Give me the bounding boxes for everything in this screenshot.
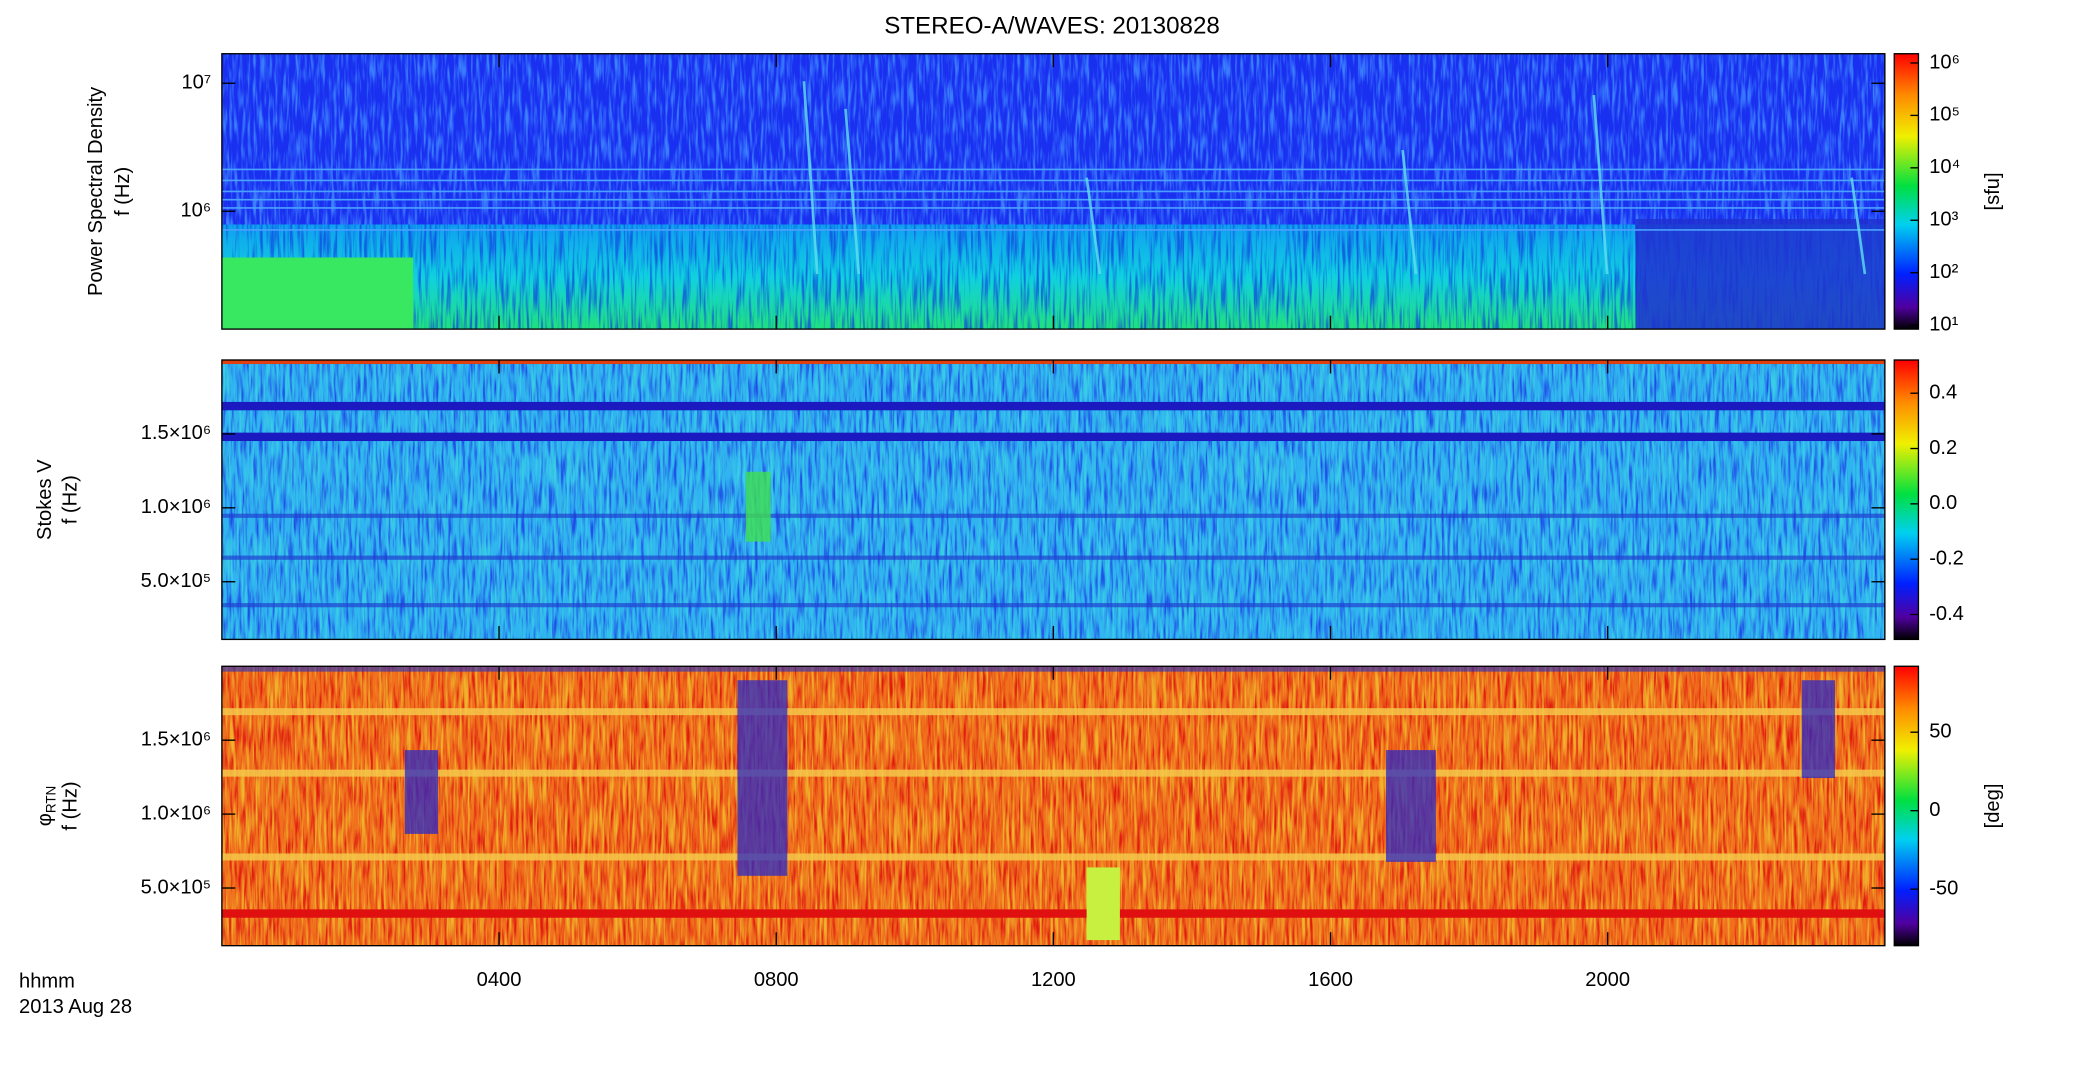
burst xyxy=(844,108,861,275)
spectrogram-noise xyxy=(221,224,1885,330)
y-tick-label: 10⁶ xyxy=(180,200,211,222)
burst xyxy=(1592,94,1609,275)
y-axis-label-text: φ xyxy=(34,813,56,826)
spectrogram-patch xyxy=(1086,867,1120,941)
colorbar-tick-label: 10⁶ xyxy=(1929,51,1960,73)
colorbar-tick-label: 10² xyxy=(1929,261,1958,283)
y-axis-label: Stokes V xyxy=(34,459,56,540)
colorbar-tick-label: 0 xyxy=(1929,799,1940,821)
y-tick-label: 5.0×10⁵ xyxy=(141,570,211,592)
colorbar-tick-label: -0.4 xyxy=(1929,603,1964,625)
y-axis-label: f (Hz) xyxy=(60,475,82,524)
colorbar-tick-label: -50 xyxy=(1929,877,1958,899)
colorbar-tick-label: 10⁵ xyxy=(1929,104,1960,126)
x-tick-label: 1200 xyxy=(1031,969,1076,991)
y-tick-label: 1.5×10⁶ xyxy=(141,728,211,750)
spectrogram-patch xyxy=(737,680,788,876)
burst xyxy=(1850,177,1867,275)
y-axis-label-text: Power Spectral Density xyxy=(85,86,107,296)
colorbar-tick-label: 0.4 xyxy=(1929,382,1957,404)
spectrogram-band xyxy=(221,603,1885,608)
burst xyxy=(802,81,819,275)
y-tick-label: 10⁷ xyxy=(181,72,211,94)
colorbar-tick-label: -0.2 xyxy=(1929,547,1964,569)
spectrogram-patch xyxy=(1801,680,1835,779)
burst xyxy=(1085,177,1102,275)
y-tick-label: 1.5×10⁶ xyxy=(141,422,211,444)
colorbar xyxy=(1893,359,1920,641)
spectrogram-patch xyxy=(1385,750,1436,862)
y-axis-label-subscript: RTN xyxy=(43,786,58,813)
y-axis-label: φRTN xyxy=(34,786,58,826)
spectrogram-band xyxy=(221,555,1885,560)
y-axis-label: f (Hz) xyxy=(112,167,134,216)
y-axis-label: Power Spectral Density xyxy=(85,86,107,296)
colorbar xyxy=(1893,53,1920,330)
y-axis-label-text: f (Hz) xyxy=(60,781,82,830)
colorbar xyxy=(1893,665,1920,947)
colorbar-tick-label: 0.0 xyxy=(1929,492,1957,514)
x-tick-label: 2000 xyxy=(1585,969,1630,991)
spectrogram-band xyxy=(221,769,1885,777)
y-tick-label: 5.0×10⁵ xyxy=(141,876,211,898)
x-tick-label: 0800 xyxy=(754,969,799,991)
y-tick-label: 1.0×10⁶ xyxy=(141,802,211,824)
colorbar-tick-label: 10¹ xyxy=(1929,313,1958,335)
spectrogram-band xyxy=(221,708,1885,716)
y-tick-label: 1.0×10⁶ xyxy=(141,496,211,518)
y-axis-label: f (Hz) xyxy=(60,781,82,830)
x-axis-label: 2013 Aug 28 xyxy=(19,996,132,1018)
spectrogram-band xyxy=(221,853,1885,861)
colorbar-tick-label: 10⁴ xyxy=(1929,156,1960,178)
colorbar-label: [sfu] xyxy=(1982,172,2004,210)
spectrogram-band xyxy=(221,513,1885,518)
spectrogram-band xyxy=(221,432,1885,442)
burst xyxy=(1401,149,1418,275)
spectrogram-band xyxy=(221,401,1885,411)
x-tick-label: 0400 xyxy=(477,969,522,991)
spectrogram-patch xyxy=(221,257,414,330)
x-tick-label: 1600 xyxy=(1308,969,1353,991)
colorbar-label: [deg] xyxy=(1982,784,2004,829)
spectrogram-patch xyxy=(745,471,771,542)
spectrogram-patch xyxy=(1635,218,1885,330)
colorbar-tick-label: 0.2 xyxy=(1929,437,1957,459)
colorbar-tick-label: 50 xyxy=(1929,721,1951,743)
y-axis-label-text: f (Hz) xyxy=(112,167,134,216)
y-axis-label-text: Stokes V xyxy=(34,459,56,540)
y-axis-label-text: f (Hz) xyxy=(60,475,82,524)
spectrogram-band xyxy=(221,909,1885,918)
chart-title: STEREO-A/WAVES: 20130828 xyxy=(884,12,1220,39)
spectrogram-patch xyxy=(404,750,439,834)
x-axis-label: hhmm xyxy=(19,970,75,992)
colorbar-tick-label: 10³ xyxy=(1929,209,1958,231)
